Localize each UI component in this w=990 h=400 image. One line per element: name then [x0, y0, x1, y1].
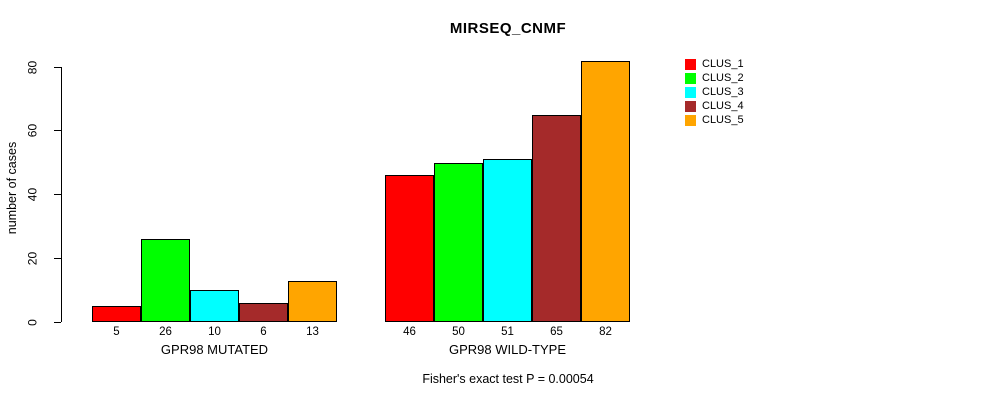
y-tick-label: 80 [25, 60, 40, 74]
legend-item-clus-4: CLUS_4 [685, 99, 744, 113]
legend: CLUS_1 CLUS_2 CLUS_3 CLUS_4 CLUS_5 [685, 57, 744, 127]
y-tick-label: 60 [25, 124, 40, 138]
bar-value-label: 65 [550, 326, 563, 338]
bar-value-label: 13 [306, 326, 319, 338]
bar [434, 162, 483, 322]
legend-label-clus-1: CLUS_1 [702, 58, 744, 70]
bar-value-label: 10 [208, 326, 221, 338]
bar-value-label: 26 [159, 326, 172, 338]
y-tick [54, 194, 61, 195]
bar-value-label: 46 [403, 326, 416, 338]
bar [190, 290, 239, 322]
legend-swatch-clus-2 [685, 72, 696, 84]
bar [483, 159, 532, 322]
chart-title: MIRSEQ_CNMF [449, 20, 567, 37]
bar [239, 302, 288, 322]
bar-value-label: 6 [260, 326, 267, 338]
bar [581, 60, 630, 322]
y-tick [54, 66, 61, 68]
bar-value-label: 5 [113, 326, 120, 338]
x-group-label: GPR98 MUTATED [160, 342, 269, 357]
legend-item-clus-5: CLUS_5 [685, 113, 744, 127]
bar-value-label: 50 [452, 326, 465, 338]
legend-swatch-clus-1 [685, 58, 696, 70]
legend-swatch-clus-4 [685, 100, 696, 112]
x-group-label: GPR98 WILD-TYPE [448, 342, 567, 357]
legend-label-clus-3: CLUS_3 [702, 86, 744, 98]
annotation-text: Fisher's exact test P = 0.00054 [422, 372, 594, 386]
y-tick-label: 40 [25, 187, 40, 202]
legend-label-clus-5: CLUS_5 [702, 114, 744, 126]
y-tick-label: 20 [25, 251, 40, 265]
legend-label-clus-2: CLUS_2 [702, 72, 744, 84]
legend-item-clus-2: CLUS_2 [685, 71, 744, 85]
y-tick [54, 321, 61, 323]
y-axis-line [61, 67, 62, 322]
legend-item-clus-1: CLUS_1 [685, 57, 744, 71]
bar [385, 175, 434, 322]
bar [141, 239, 190, 322]
legend-swatch-clus-5 [685, 114, 696, 126]
legend-item-clus-3: CLUS_3 [685, 85, 744, 99]
y-tick [54, 130, 61, 132]
y-axis-title: number of cases [5, 141, 19, 235]
bar [532, 114, 581, 322]
bar-value-label: 82 [599, 326, 612, 338]
legend-label-clus-4: CLUS_4 [702, 100, 744, 112]
legend-swatch-clus-3 [685, 86, 696, 98]
bar [92, 306, 141, 322]
bar [288, 280, 337, 322]
bar-value-label: 51 [501, 326, 514, 338]
y-tick-label: 0 [25, 318, 40, 326]
y-tick [54, 257, 61, 259]
